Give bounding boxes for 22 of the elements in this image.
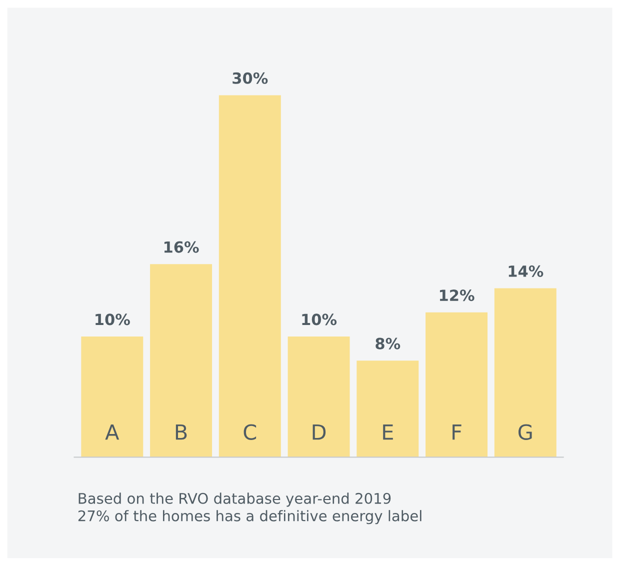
x-tick-label: E [383, 424, 393, 440]
bar [426, 312, 488, 458]
bar [218, 95, 281, 458]
bar [356, 360, 419, 458]
x-tick-label: A [105, 424, 120, 440]
data-label: 12% [440, 290, 474, 302]
x-tick-label: F [452, 424, 462, 440]
data-label: 10% [302, 314, 337, 326]
data-label: 30% [232, 72, 268, 84]
bar [494, 288, 556, 458]
bar [150, 264, 212, 458]
x-tick-label: G [518, 424, 532, 440]
x-tick-label: C [244, 424, 256, 440]
data-label: 14% [508, 265, 544, 277]
data-label: 16% [164, 241, 199, 253]
bar [288, 336, 350, 458]
text: Based on the RVO database year-end 2019 27% of the homes has a definitive energy label [78, 492, 422, 524]
x-tick-label: D [312, 424, 326, 440]
data-label: 8% [376, 338, 400, 350]
data-label: 10% [96, 314, 130, 326]
x-tick-label: B [176, 424, 187, 440]
bar [81, 336, 144, 458]
